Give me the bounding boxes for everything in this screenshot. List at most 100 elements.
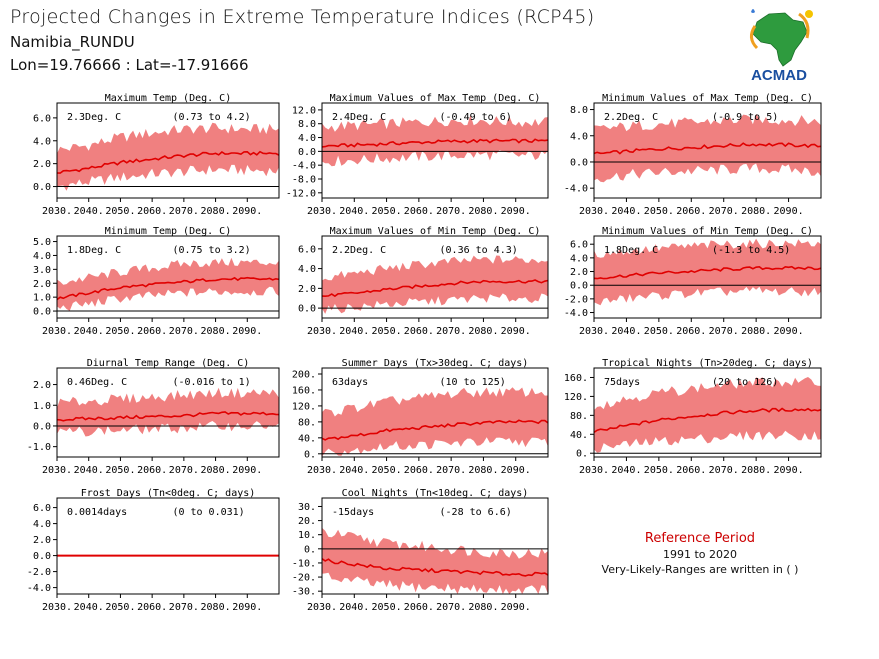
- x-tick-label: 2060.: [137, 602, 167, 613]
- y-tick-label: -4.0: [564, 184, 588, 195]
- x-tick-label: 2070.: [436, 465, 466, 476]
- chart-4-range-band: [57, 257, 279, 311]
- chart-mean-label: 0.46Deg. C: [67, 377, 127, 388]
- chart-range-label: (-0.49 to 6): [440, 112, 512, 123]
- chart-2-range-band: [322, 115, 548, 167]
- x-tick-label: 2030.: [307, 602, 337, 613]
- x-tick-label: 2090.: [232, 326, 262, 337]
- chart-8-frame: [321, 367, 549, 458]
- location-name: Namibia_RUNDU: [10, 33, 135, 51]
- x-tick-label: 2030.: [307, 465, 337, 476]
- x-tick-label: 2070.: [436, 326, 466, 337]
- y-tick-label: 0.: [304, 544, 316, 555]
- x-tick-label: 2030.: [42, 206, 72, 217]
- y-tick-label: 4.0: [570, 131, 588, 142]
- y-tick-label: 8.0: [298, 119, 316, 130]
- x-tick-label: 2050.: [372, 206, 402, 217]
- chart-4-mean-line: [56, 276, 280, 301]
- x-tick-label: 2030.: [579, 206, 609, 217]
- x-tick-label: 2090.: [774, 206, 804, 217]
- chart-10-frame: [56, 497, 280, 595]
- x-tick-label: 2090.: [501, 326, 531, 337]
- chart-title: Diurnal Temp Range (Deg. C): [87, 358, 250, 369]
- x-tick-label: 2090.: [501, 206, 531, 217]
- y-tick-label: 80.: [298, 417, 316, 428]
- chart-range-label: (0.73 to 4.2): [172, 112, 250, 123]
- x-tick-label: 2060.: [676, 326, 706, 337]
- chart-title: Maximum Temp (Deg. C): [105, 93, 231, 104]
- x-tick-label: 2050.: [372, 602, 402, 613]
- x-tick-label: 2050.: [105, 602, 135, 613]
- chart-9-mean-line: [593, 407, 822, 434]
- x-tick-label: 2090.: [774, 465, 804, 476]
- x-tick-label: 2050.: [372, 465, 402, 476]
- x-tick-label: 2030.: [42, 326, 72, 337]
- y-tick-label: 30.: [298, 502, 316, 513]
- page-title: Projected Changes in Extreme Temperature…: [10, 6, 595, 28]
- chart-title: Maximum Values of Min Temp (Deg. C): [330, 226, 541, 237]
- y-tick-label: 2.0: [33, 535, 51, 546]
- x-tick-label: 2090.: [774, 326, 804, 337]
- chart-mean-label: 2.4Deg. C: [332, 112, 386, 123]
- chart-5-range-band: [322, 255, 548, 314]
- chart-title: Minimum Temp (Deg. C): [105, 226, 231, 237]
- chart-6-frame: [593, 235, 822, 319]
- y-tick-label: 4.0: [33, 136, 51, 147]
- y-tick-label: 0.0: [298, 304, 316, 315]
- africa-map-logo: [750, 9, 813, 67]
- chart-8: 200. 160. 120. 80. 40. 0. 2030. 2040. 2050. 2060.…: [292, 358, 549, 476]
- x-tick-label: 2030.: [579, 465, 609, 476]
- x-tick-label: 2050.: [105, 465, 135, 476]
- x-tick-label: 2060.: [137, 465, 167, 476]
- y-tick-label: 6.0: [33, 503, 51, 514]
- y-tick-label: 4.0: [33, 251, 51, 262]
- y-tick-label: 4.0: [298, 264, 316, 275]
- x-tick-label: 2030.: [307, 326, 337, 337]
- y-tick-label: -4.0: [27, 583, 51, 594]
- x-tick-label: 2040.: [74, 326, 104, 337]
- x-tick-label: 2090.: [232, 206, 262, 217]
- x-tick-label: 2040.: [611, 206, 641, 217]
- x-tick-label: 2080.: [201, 326, 231, 337]
- x-tick-label: 2040.: [339, 602, 369, 613]
- reference-period-title: Reference Period: [644, 531, 756, 546]
- chart-11-mean-line: [321, 558, 549, 577]
- x-tick-label: 2050.: [644, 465, 674, 476]
- x-tick-label: 2080.: [468, 465, 498, 476]
- x-tick-label: 2040.: [339, 206, 369, 217]
- y-tick-label: 0.: [304, 449, 316, 460]
- y-tick-label: 1.0: [33, 401, 51, 412]
- x-tick-label: 2070.: [169, 602, 199, 613]
- x-tick-label: 2060.: [676, 465, 706, 476]
- y-tick-label: -12.0: [286, 188, 316, 199]
- y-tick-label: 0.0: [33, 421, 51, 432]
- chart-11: 30.20.10.0.-10.-20.-30.2030. 2040. 2050. 20…: [292, 488, 549, 613]
- x-tick-label: 2060.: [137, 326, 167, 337]
- chart-1-range-band: [57, 122, 279, 191]
- y-tick-label: 40.: [298, 433, 316, 444]
- y-tick-label: 6.0: [570, 240, 588, 251]
- x-tick-label: 2070.: [169, 206, 199, 217]
- chart-1: 6.0 4.0 2.0 0.0 2030. 2040. 2050. 2060. 2070. 208…: [33, 93, 280, 217]
- chart-title: Minimum Values of Min Temp (Deg. C): [602, 226, 813, 237]
- x-tick-label: 2040.: [611, 326, 641, 337]
- chart-5-mean-line: [321, 279, 549, 298]
- chart-mean-label: 75days: [604, 377, 640, 388]
- x-tick-label: 2080.: [201, 602, 231, 613]
- x-tick-label: 2070.: [169, 326, 199, 337]
- x-tick-label: 2030.: [579, 326, 609, 337]
- y-tick-label: 20.: [298, 516, 316, 527]
- y-tick-label: 160.: [564, 373, 588, 384]
- x-tick-label: 2030.: [307, 206, 337, 217]
- chart-title: Frost Days (Tn<0deg. C; days): [81, 488, 256, 499]
- y-tick-label: 8.0: [570, 105, 588, 116]
- chart-range-label: (0 to 0.031): [172, 507, 244, 518]
- y-tick-label: 0.0: [33, 307, 51, 318]
- y-tick-label: 80.: [570, 411, 588, 422]
- y-tick-label: 6.0: [298, 244, 316, 255]
- y-tick-label: -30.: [292, 587, 316, 598]
- x-tick-label: 2060.: [404, 465, 434, 476]
- x-tick-label: 2080.: [468, 326, 498, 337]
- chart-7-mean-line: [56, 411, 280, 422]
- y-tick-label: -8.0: [292, 175, 316, 186]
